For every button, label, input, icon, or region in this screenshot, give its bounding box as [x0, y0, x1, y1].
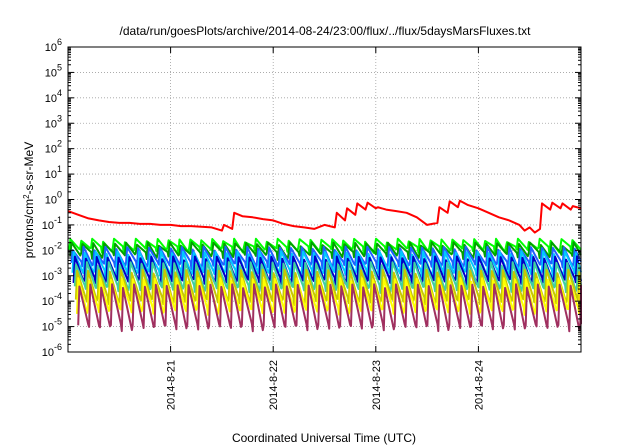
series-lines	[67, 199, 582, 333]
y-axis-label-sup: 2	[22, 194, 31, 199]
series-line	[70, 245, 582, 271]
chart-title: /data/run/goesPlots/archive/2014-08-24/2…	[120, 24, 532, 38]
x-axis-label: Coordinated Universal Time (UTC)	[232, 431, 416, 445]
y-tick-label-exp: -1	[54, 215, 62, 225]
y-tick-label-exp: -6	[54, 342, 62, 352]
y-tick-label-exp: 0	[57, 190, 62, 200]
y-tick-label-base: 10	[45, 118, 57, 130]
y-tick-label-exp: 6	[57, 37, 62, 47]
x-tick-label: 2014-8-22	[268, 360, 280, 410]
y-tick-label: 10-4	[42, 291, 62, 308]
y-tick-label-base: 10	[42, 296, 54, 308]
y-tick-label: 10-6	[42, 342, 62, 359]
y-tick-label-base: 10	[45, 93, 57, 105]
y-tick-label: 106	[45, 37, 62, 54]
series-line	[68, 237, 582, 255]
y-axis-ticks: 10610510410310210110010-110-210-310-410-…	[42, 37, 581, 359]
y-tick-label: 105	[45, 62, 62, 79]
y-tick-label: 103	[45, 113, 62, 130]
y-tick-label-base: 10	[45, 67, 57, 79]
x-axis-ticks: 2014-8-21 2014-8-22 2014-8-23 2014-8-24	[166, 47, 485, 410]
y-tick-label-exp: 4	[57, 88, 62, 98]
y-axis-label: protons/cm2-s-sr-MeV	[22, 142, 36, 258]
y-tick-label-exp: -3	[54, 266, 62, 276]
series-line	[77, 283, 582, 333]
y-tick-label-base: 10	[42, 322, 54, 334]
y-tick-label: 10-2	[42, 240, 62, 257]
y-tick-label: 102	[45, 139, 62, 156]
x-tick-label: 2014-8-21	[166, 360, 178, 410]
series-line	[74, 268, 582, 306]
y-tick-label-base: 10	[45, 144, 57, 156]
y-tick-label-base: 10	[42, 271, 54, 283]
y-tick-label-base: 10	[42, 347, 54, 359]
series-line	[67, 199, 582, 234]
y-tick-label-base: 10	[45, 42, 57, 54]
y-tick-label-exp: 2	[57, 139, 62, 149]
series-line	[71, 250, 582, 279]
y-axis-label-main: protons/cm	[22, 199, 36, 258]
y-tick-label-exp: 3	[57, 113, 62, 123]
y-axis-label-rest: -s-sr-MeV	[22, 142, 36, 195]
y-tick-label: 10-3	[42, 266, 62, 283]
y-tick-label-base: 10	[45, 195, 57, 207]
series-line	[69, 241, 582, 261]
y-tick-label-base: 10	[42, 245, 54, 257]
y-tick-label: 101	[45, 164, 62, 181]
y-tick-label: 104	[45, 88, 62, 105]
series-line	[76, 277, 582, 316]
y-tick-label: 10-5	[42, 317, 62, 334]
y-tick-label-exp: 1	[57, 164, 62, 174]
y-tick-label-exp: -2	[54, 240, 62, 250]
y-tick-label: 100	[45, 190, 62, 207]
series-line	[73, 261, 582, 294]
y-tick-label-base: 10	[42, 220, 54, 232]
y-tick-label-exp: -4	[54, 291, 62, 301]
y-tick-label-exp: -5	[54, 317, 62, 327]
y-tick-label-exp: 5	[57, 62, 62, 72]
x-tick-label: 2014-8-24	[473, 360, 485, 410]
x-tick-label: 2014-8-23	[371, 360, 383, 410]
y-tick-label: 10-1	[42, 215, 62, 232]
y-tick-label-base: 10	[45, 169, 57, 181]
